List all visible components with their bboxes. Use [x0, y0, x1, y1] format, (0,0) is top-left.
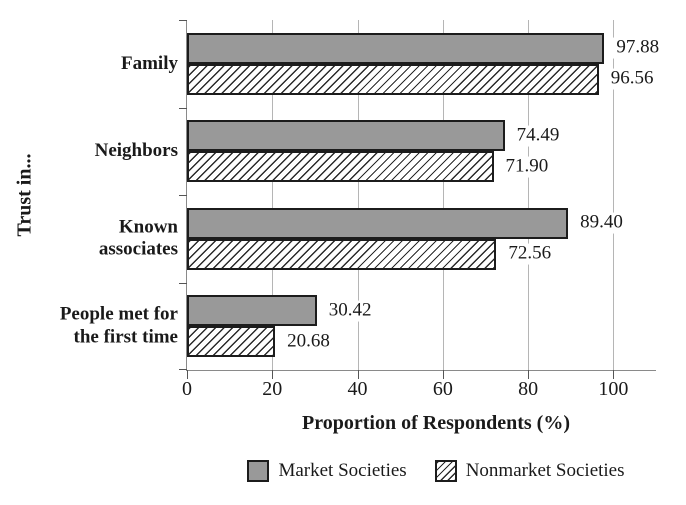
- gridline: [357, 20, 359, 370]
- value-label: 97.88: [613, 37, 663, 59]
- y-axis-tick: [179, 195, 187, 196]
- value-label: 96.56: [607, 68, 657, 90]
- x-tick-label: 20: [262, 378, 283, 400]
- legend-item-market-societies: Market Societies: [247, 460, 407, 482]
- value-label: 89.40: [577, 212, 626, 234]
- y-axis-tick: [179, 20, 187, 21]
- bar-nonmarket-societies: [187, 326, 276, 358]
- legend: Market Societies Nonmarket Societies: [186, 460, 686, 482]
- plot-area: 0 20 40 60 80 100 97.88 96.56 74.49 71.90 89.40 72.…: [179, 20, 663, 400]
- x-tick-label: 100: [598, 378, 629, 400]
- y-axis-tick: [179, 282, 187, 284]
- category-label-line: Family: [121, 52, 178, 74]
- x-tick-label: 60: [432, 378, 453, 400]
- x-axis-tick: [442, 370, 444, 379]
- gridline: [528, 20, 530, 370]
- gridline: [442, 20, 444, 370]
- category-label: People met for the first time: [60, 304, 178, 349]
- x-tick-label: 0: [182, 378, 192, 400]
- bar-market-societies: [187, 32, 605, 64]
- x-axis-tick: [528, 370, 530, 379]
- legend-item-nonmarket-societies: Nonmarket Societies: [434, 460, 625, 482]
- x-tick-label: 40: [347, 378, 368, 400]
- x-tick-label: 80: [518, 378, 539, 400]
- value-label: 20.68: [284, 330, 333, 353]
- hatched-swatch-icon: [434, 460, 457, 482]
- y-axis-tick: [179, 369, 187, 370]
- category-label-line: Known: [118, 216, 178, 238]
- bar-nonmarket-societies: [187, 151, 494, 183]
- category-label-line: Neighbors: [94, 140, 178, 162]
- legend-label: Nonmarket Societies: [465, 460, 625, 481]
- x-axis-tick: [357, 370, 359, 379]
- category-labels-column: Family Neighbors Known associates People met…: [0, 20, 178, 370]
- x-axis-tick: [613, 370, 615, 379]
- value-label: 74.49: [513, 124, 563, 147]
- legend-label: Market Societies: [278, 460, 407, 481]
- x-axis-tick: [187, 370, 188, 379]
- category-label: Known associates: [99, 216, 178, 261]
- bar-market-societies: [187, 207, 569, 239]
- value-label: 30.42: [325, 299, 375, 322]
- category-label-line: the first time: [73, 326, 178, 348]
- category-label-line: People met for: [59, 303, 178, 325]
- gridline: [272, 20, 274, 370]
- solid-gray-swatch-icon: [247, 460, 270, 482]
- category-label: Neighbors: [95, 140, 178, 162]
- bar-nonmarket-societies: [187, 238, 497, 270]
- value-label: 71.90: [502, 155, 552, 178]
- category-label: Family: [121, 53, 178, 75]
- bar-nonmarket-societies: [187, 63, 599, 95]
- x-axis-tick: [272, 370, 274, 379]
- value-label: 72.56: [505, 243, 555, 265]
- y-axis-tick: [179, 107, 187, 109]
- bar-market-societies: [187, 295, 317, 327]
- bar-market-societies: [187, 120, 505, 152]
- x-axis-title: Proportion of Respondents (%): [302, 412, 570, 434]
- gridline: [613, 20, 615, 370]
- category-label-line: associates: [98, 238, 178, 260]
